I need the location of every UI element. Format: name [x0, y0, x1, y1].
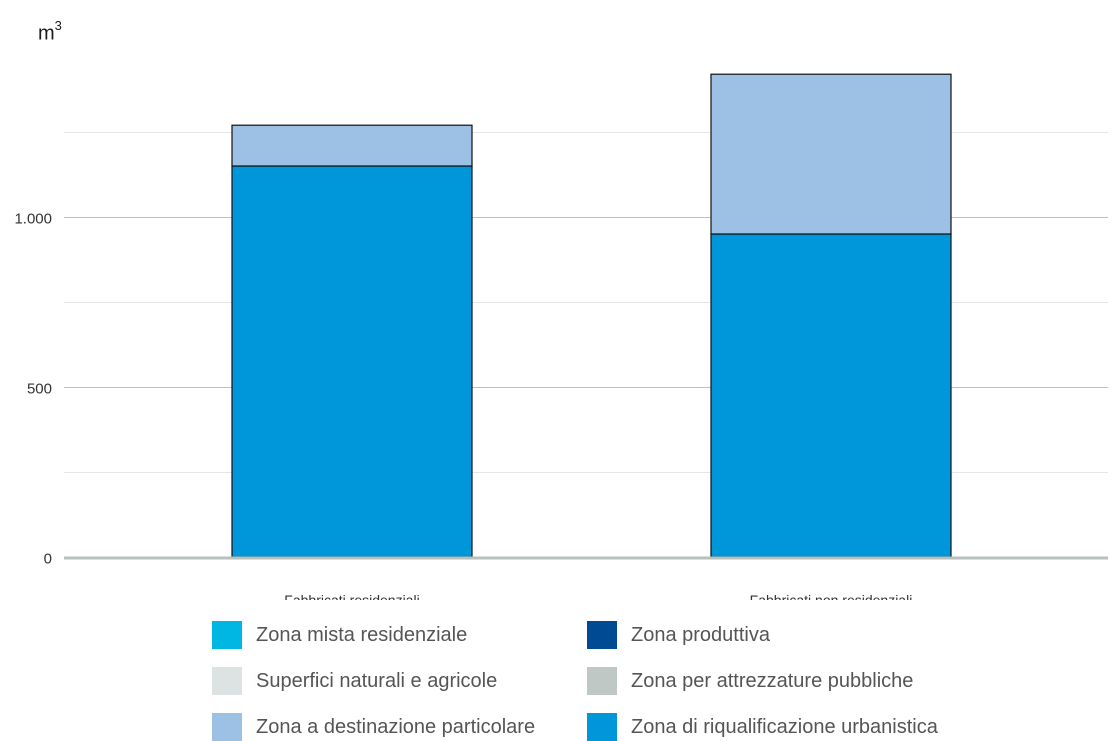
legend-swatch-0 — [212, 621, 242, 649]
legend-item-5: Zona di riqualificazione urbanistica — [587, 713, 1007, 741]
legend-label-3: Zona per attrezzature pubbliche — [631, 669, 914, 692]
legend-label-5: Zona di riqualificazione urbanistica — [631, 715, 938, 738]
x-tick-label-0: Fabbricati residenziali — [284, 592, 419, 600]
y-tick-label-2: 1.000 — [14, 211, 52, 228]
x-tick-label-1: Fabbricati non residenziali — [750, 592, 913, 600]
legend-label-1: Zona produttiva — [631, 623, 770, 646]
bar-1-segment-0 — [710, 233, 952, 558]
legend-item-4: Zona a destinazione particolare — [212, 713, 587, 741]
legend: Zona mista residenziale Zona produttiva Su… — [212, 621, 1012, 741]
bar-0-segment-0 — [231, 165, 473, 558]
legend-item-0: Zona mista residenziale — [212, 621, 587, 649]
legend-swatch-3 — [587, 667, 617, 695]
legend-swatch-4 — [212, 713, 242, 741]
legend-item-1: Zona produttiva — [587, 621, 1007, 649]
unit-exponent: 3 — [54, 18, 62, 33]
y-tick-label-0: 0 — [44, 551, 52, 568]
legend-swatch-5 — [587, 713, 617, 741]
legend-label-4: Zona a destinazione particolare — [256, 715, 536, 738]
bar-0-segment-1 — [231, 124, 473, 167]
plot-area: 0 500 1.000 Fabbricati residenziali Fabbrica… — [14, 73, 1108, 600]
y-axis-unit-label: m3 — [38, 18, 62, 46]
bar-1-segment-1 — [710, 73, 952, 235]
legend-label-0: Zona mista residenziale — [256, 623, 468, 646]
legend-item-3: Zona per attrezzature pubbliche — [587, 667, 1007, 695]
legend-swatch-2 — [212, 667, 242, 695]
legend-label-2: Superfici naturali e agricole — [256, 669, 498, 692]
legend-swatch-1 — [587, 621, 617, 649]
y-tick-label-1: 500 — [27, 381, 52, 398]
unit-base: m — [38, 22, 55, 45]
legend-item-2: Superfici naturali e agricole — [212, 667, 587, 695]
